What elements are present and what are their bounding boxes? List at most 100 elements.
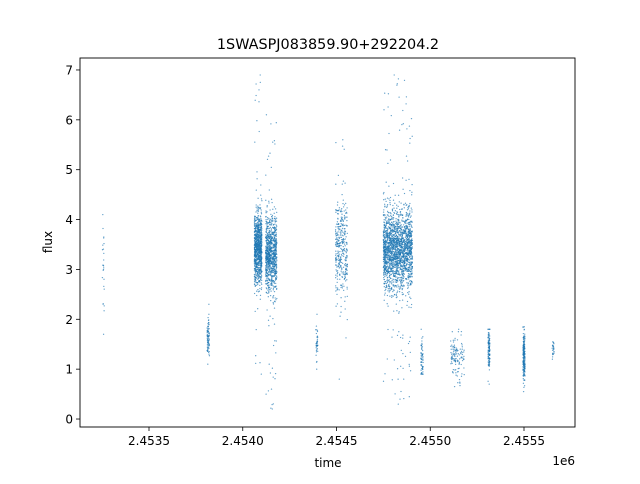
data-point xyxy=(257,253,260,256)
data-point xyxy=(270,239,273,242)
data-point xyxy=(208,332,210,334)
data-point xyxy=(265,252,267,254)
data-point xyxy=(343,264,346,266)
data-point xyxy=(316,330,319,333)
data-point xyxy=(272,260,275,262)
data-point xyxy=(386,254,388,256)
data-point xyxy=(340,231,342,233)
data-point xyxy=(384,261,386,263)
data-point xyxy=(103,259,105,261)
data-point xyxy=(275,250,278,252)
data-point xyxy=(395,253,397,256)
data-point xyxy=(389,295,391,297)
data-point xyxy=(270,263,272,265)
data-point xyxy=(254,227,257,229)
data-point xyxy=(388,273,391,275)
data-point xyxy=(407,342,410,345)
data-point xyxy=(259,222,262,224)
data-point xyxy=(268,289,270,291)
data-point xyxy=(260,209,262,211)
data-point xyxy=(258,260,261,263)
data-point xyxy=(257,251,260,254)
data-point xyxy=(421,340,423,342)
data-point xyxy=(391,296,393,298)
data-point xyxy=(394,242,397,244)
data-point xyxy=(258,230,261,232)
data-point xyxy=(398,261,401,263)
data-point xyxy=(387,245,390,248)
data-point xyxy=(271,279,273,281)
data-point xyxy=(338,257,340,259)
data-point xyxy=(260,223,263,226)
data-point xyxy=(391,229,394,231)
data-point xyxy=(256,232,258,234)
data-point xyxy=(396,266,398,268)
data-point xyxy=(273,243,276,246)
data-point xyxy=(487,328,489,330)
data-point xyxy=(273,232,275,234)
data-point xyxy=(522,378,524,380)
data-point xyxy=(384,239,387,241)
data-point xyxy=(257,250,259,252)
data-point xyxy=(341,224,343,226)
data-point xyxy=(339,264,341,267)
data-point xyxy=(386,281,389,283)
data-point xyxy=(345,248,348,250)
data-point xyxy=(398,244,400,247)
data-point xyxy=(267,289,269,291)
data-point xyxy=(207,330,210,332)
data-point xyxy=(460,352,462,354)
data-point xyxy=(523,337,525,339)
data-point xyxy=(267,260,270,262)
data-point xyxy=(269,248,272,250)
data-point xyxy=(103,278,105,280)
data-point xyxy=(258,259,261,261)
data-point xyxy=(342,252,344,254)
data-point xyxy=(266,280,268,282)
data-point xyxy=(103,236,105,238)
data-point xyxy=(257,229,259,231)
data-point xyxy=(255,189,257,191)
data-point xyxy=(258,225,260,227)
data-point xyxy=(385,267,387,270)
data-point xyxy=(398,287,400,289)
data-point xyxy=(397,239,399,241)
data-point xyxy=(400,287,402,289)
data-point xyxy=(400,228,402,230)
data-point xyxy=(408,204,410,207)
data-point xyxy=(387,268,389,271)
data-point xyxy=(390,225,392,227)
data-point xyxy=(335,264,337,266)
data-point xyxy=(336,287,339,289)
data-point xyxy=(404,231,407,233)
data-point xyxy=(392,263,395,265)
data-point xyxy=(256,294,258,297)
data-point xyxy=(397,194,400,196)
data-point xyxy=(260,373,262,375)
data-point xyxy=(255,328,257,331)
data-point xyxy=(346,318,348,321)
data-point xyxy=(388,185,390,187)
data-point xyxy=(259,251,261,253)
data-point xyxy=(255,270,258,272)
data-point xyxy=(317,350,319,352)
data-point xyxy=(266,229,268,231)
data-point xyxy=(255,219,257,222)
data-point xyxy=(387,220,389,222)
data-point xyxy=(265,263,268,265)
data-point xyxy=(270,254,273,257)
data-point xyxy=(274,264,276,267)
data-point xyxy=(342,199,344,201)
data-point xyxy=(397,222,399,224)
data-point xyxy=(343,272,345,274)
data-point xyxy=(257,269,260,271)
data-point xyxy=(344,300,346,302)
data-point xyxy=(341,210,343,213)
data-point xyxy=(258,272,260,274)
data-point xyxy=(269,233,271,236)
data-point xyxy=(254,249,257,251)
data-point xyxy=(450,340,452,342)
data-point xyxy=(344,278,346,280)
data-point xyxy=(268,227,271,230)
data-point xyxy=(338,237,341,239)
